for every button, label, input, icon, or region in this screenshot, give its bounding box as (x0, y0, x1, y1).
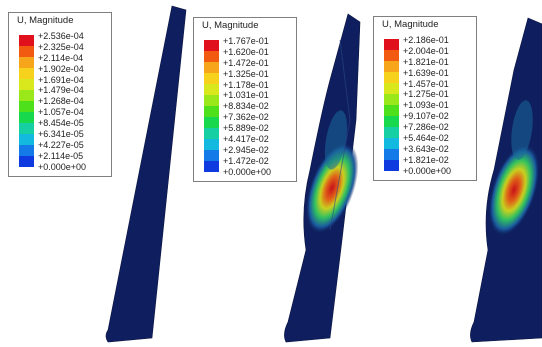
scale-label: +2.004e-01 (403, 45, 449, 56)
scale-label: +1.457e-01 (403, 78, 449, 89)
scale-label: +1.268e-04 (38, 96, 84, 107)
color-swatch (204, 62, 219, 73)
scale-label: +1.057e-04 (38, 107, 84, 118)
color-swatch (384, 127, 399, 138)
color-swatch (19, 101, 34, 112)
scale-label: +0.000e+00 (223, 166, 272, 177)
scale-label: +2.114e-04 (38, 52, 84, 63)
color-swatch (19, 145, 34, 156)
color-swatch (204, 40, 219, 51)
color-swatch (384, 94, 399, 105)
scale-label: +0.000e+00 (403, 165, 452, 176)
scale-labels: +1.767e-01 +1.620e-01 +1.472e-01 +1.325e-01… (223, 36, 271, 178)
color-scale (19, 35, 34, 167)
scale-label: +1.479e-04 (38, 85, 84, 96)
color-swatch (19, 156, 34, 167)
color-swatch (19, 46, 34, 57)
color-swatch (384, 138, 399, 149)
scale-label: +2.536e-04 (38, 31, 84, 41)
scale-label: +0.000e+00 (38, 161, 87, 172)
color-swatch (204, 128, 219, 139)
color-swatch (384, 105, 399, 116)
scale-label: +6.341e-05 (38, 129, 84, 140)
color-swatch (204, 139, 219, 150)
color-swatch (384, 39, 399, 50)
color-swatch (384, 61, 399, 72)
color-swatch (19, 112, 34, 123)
color-swatch (384, 160, 399, 171)
scale-label: +1.821e-02 (403, 154, 449, 165)
scale-label: +2.186e-01 (403, 35, 449, 45)
color-swatch (204, 150, 219, 161)
scale-label: +9.107e-02 (403, 111, 449, 122)
color-swatch (19, 123, 34, 134)
scale-label: +1.275e-01 (403, 89, 449, 100)
scale-label: +1.902e-04 (38, 63, 84, 74)
scale-label: +7.286e-02 (403, 122, 449, 133)
scale-label: +5.464e-02 (403, 133, 449, 144)
pillar-1 (105, 5, 187, 343)
color-swatch (204, 95, 219, 106)
color-swatch (19, 57, 34, 68)
scale-label: +1.472e-01 (223, 57, 269, 68)
pillar-2 (284, 13, 361, 343)
scale-labels: +2.536e-04 +2.325e-04 +2.114e-04 +1.902e-04… (38, 31, 86, 173)
color-swatch (384, 50, 399, 61)
legend-panel-2: U, Magnitude +1.767e-01 +1.620e-01 +1.472e… (193, 17, 297, 182)
scale-label: +1.472e-02 (223, 155, 269, 166)
scale-label: +1.620e-01 (223, 46, 269, 57)
color-swatch (384, 116, 399, 127)
color-swatch (19, 35, 34, 46)
color-swatch (19, 134, 34, 145)
color-swatch (384, 83, 399, 94)
color-scale (204, 40, 219, 172)
scale-label: +8.454e-05 (38, 118, 84, 129)
color-swatch (204, 84, 219, 95)
color-swatch (204, 117, 219, 128)
scale-label: +1.767e-01 (223, 36, 269, 46)
scale-label: +8.834e-02 (223, 101, 269, 112)
scale-label: +1.691e-04 (38, 74, 84, 85)
scale-label: +2.945e-02 (223, 144, 269, 155)
color-swatch (19, 68, 34, 79)
scale-label: +7.362e-02 (223, 112, 269, 123)
scale-label: +1.639e-01 (403, 67, 449, 78)
color-swatch (204, 73, 219, 84)
scale-label: +1.325e-01 (223, 68, 269, 79)
color-swatch (384, 149, 399, 160)
scale-label: +2.114e-05 (38, 150, 84, 161)
scale-label: +4.417e-02 (223, 134, 269, 145)
legend-title: U, Magnitude (17, 15, 74, 26)
scale-label: +5.889e-02 (223, 123, 269, 134)
legend-title: U, Magnitude (382, 19, 439, 30)
color-swatch (204, 161, 219, 172)
color-swatch (204, 106, 219, 117)
color-swatch (19, 90, 34, 101)
color-swatch (384, 72, 399, 83)
legend-panel-3: U, Magnitude +2.186e-01 +2.004e-01 +1.821e… (373, 16, 477, 181)
scale-label: +1.031e-01 (223, 90, 269, 101)
pillar-3 (470, 17, 542, 343)
scale-label: +1.821e-01 (403, 56, 449, 67)
scale-label: +2.325e-04 (38, 41, 84, 52)
legend-title: U, Magnitude (202, 20, 259, 31)
scale-label: +1.178e-01 (223, 79, 269, 90)
color-scale (384, 39, 399, 171)
scale-labels: +2.186e-01 +2.004e-01 +1.821e-01 +1.639e-01… (403, 35, 451, 177)
scale-label: +1.093e-01 (403, 100, 449, 111)
scale-label: +4.227e-05 (38, 139, 84, 150)
scale-label: +3.643e-02 (403, 143, 449, 154)
color-swatch (204, 51, 219, 62)
color-swatch (19, 79, 34, 90)
legend-panel-1: U, Magnitude +2.536e-04 +2.325e-04 +2.114e… (8, 12, 112, 177)
